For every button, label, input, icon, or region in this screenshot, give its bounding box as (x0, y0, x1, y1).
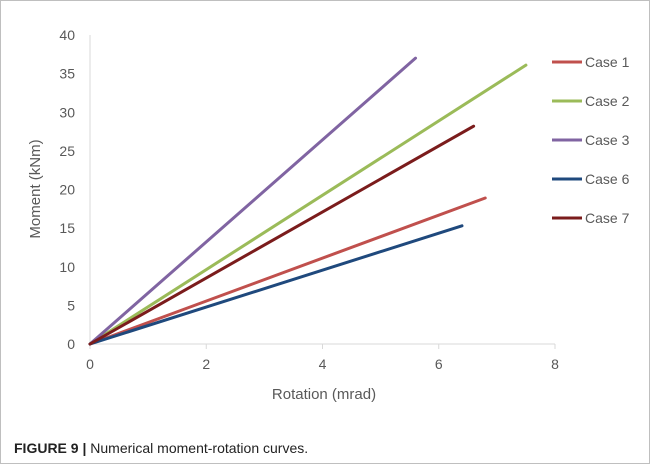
chart-legend: Case 1 Case 2 Case 3 Case 6 Case 7 (552, 54, 630, 226)
figure-caption: FIGURE 9 | Numerical moment-rotation cur… (14, 440, 308, 456)
y-tick-label: 5 (67, 297, 75, 313)
x-tick-label: 4 (319, 356, 327, 372)
x-axis-label: Rotation (mrad) (272, 386, 376, 403)
legend-label-case-1: Case 1 (585, 54, 630, 70)
y-tick-label: 0 (67, 336, 75, 352)
y-axis-label: Moment (kNm) (27, 139, 44, 238)
x-tick-label: 2 (202, 356, 210, 372)
x-tick-label: 0 (86, 356, 94, 372)
y-tick-label: 10 (59, 259, 75, 275)
y-tick-label: 25 (59, 143, 75, 159)
series-line-case-7 (88, 124, 476, 346)
x-tick-label: 6 (435, 356, 443, 372)
legend-label-case-3: Case 3 (585, 132, 630, 148)
figure-caption-label: FIGURE 9 | (14, 440, 87, 456)
series-line-case-3 (88, 56, 417, 346)
y-tick-label: 15 (59, 220, 75, 236)
y-tick-label: 30 (59, 104, 75, 120)
chart-series-lines (88, 56, 528, 346)
figure-caption-text: Numerical moment-rotation curves. (90, 440, 309, 456)
y-tick-label: 20 (59, 182, 75, 198)
y-tick-label: 40 (59, 27, 75, 43)
series-line-case-1 (88, 196, 487, 346)
y-tick-label: 35 (59, 66, 75, 82)
chart-axes: 0 5 10 15 20 25 30 35 40 0 2 4 6 8 (59, 27, 559, 372)
series-line-case-6 (88, 224, 464, 346)
moment-rotation-chart: 0 5 10 15 20 25 30 35 40 0 2 4 6 8 Case 1 Case 2 Case 3… (27, 27, 630, 403)
x-tick-label: 8 (551, 356, 559, 372)
series-line-case-2 (88, 63, 528, 346)
legend-label-case-2: Case 2 (585, 93, 630, 109)
legend-label-case-7: Case 7 (585, 210, 630, 226)
legend-label-case-6: Case 6 (585, 171, 630, 187)
